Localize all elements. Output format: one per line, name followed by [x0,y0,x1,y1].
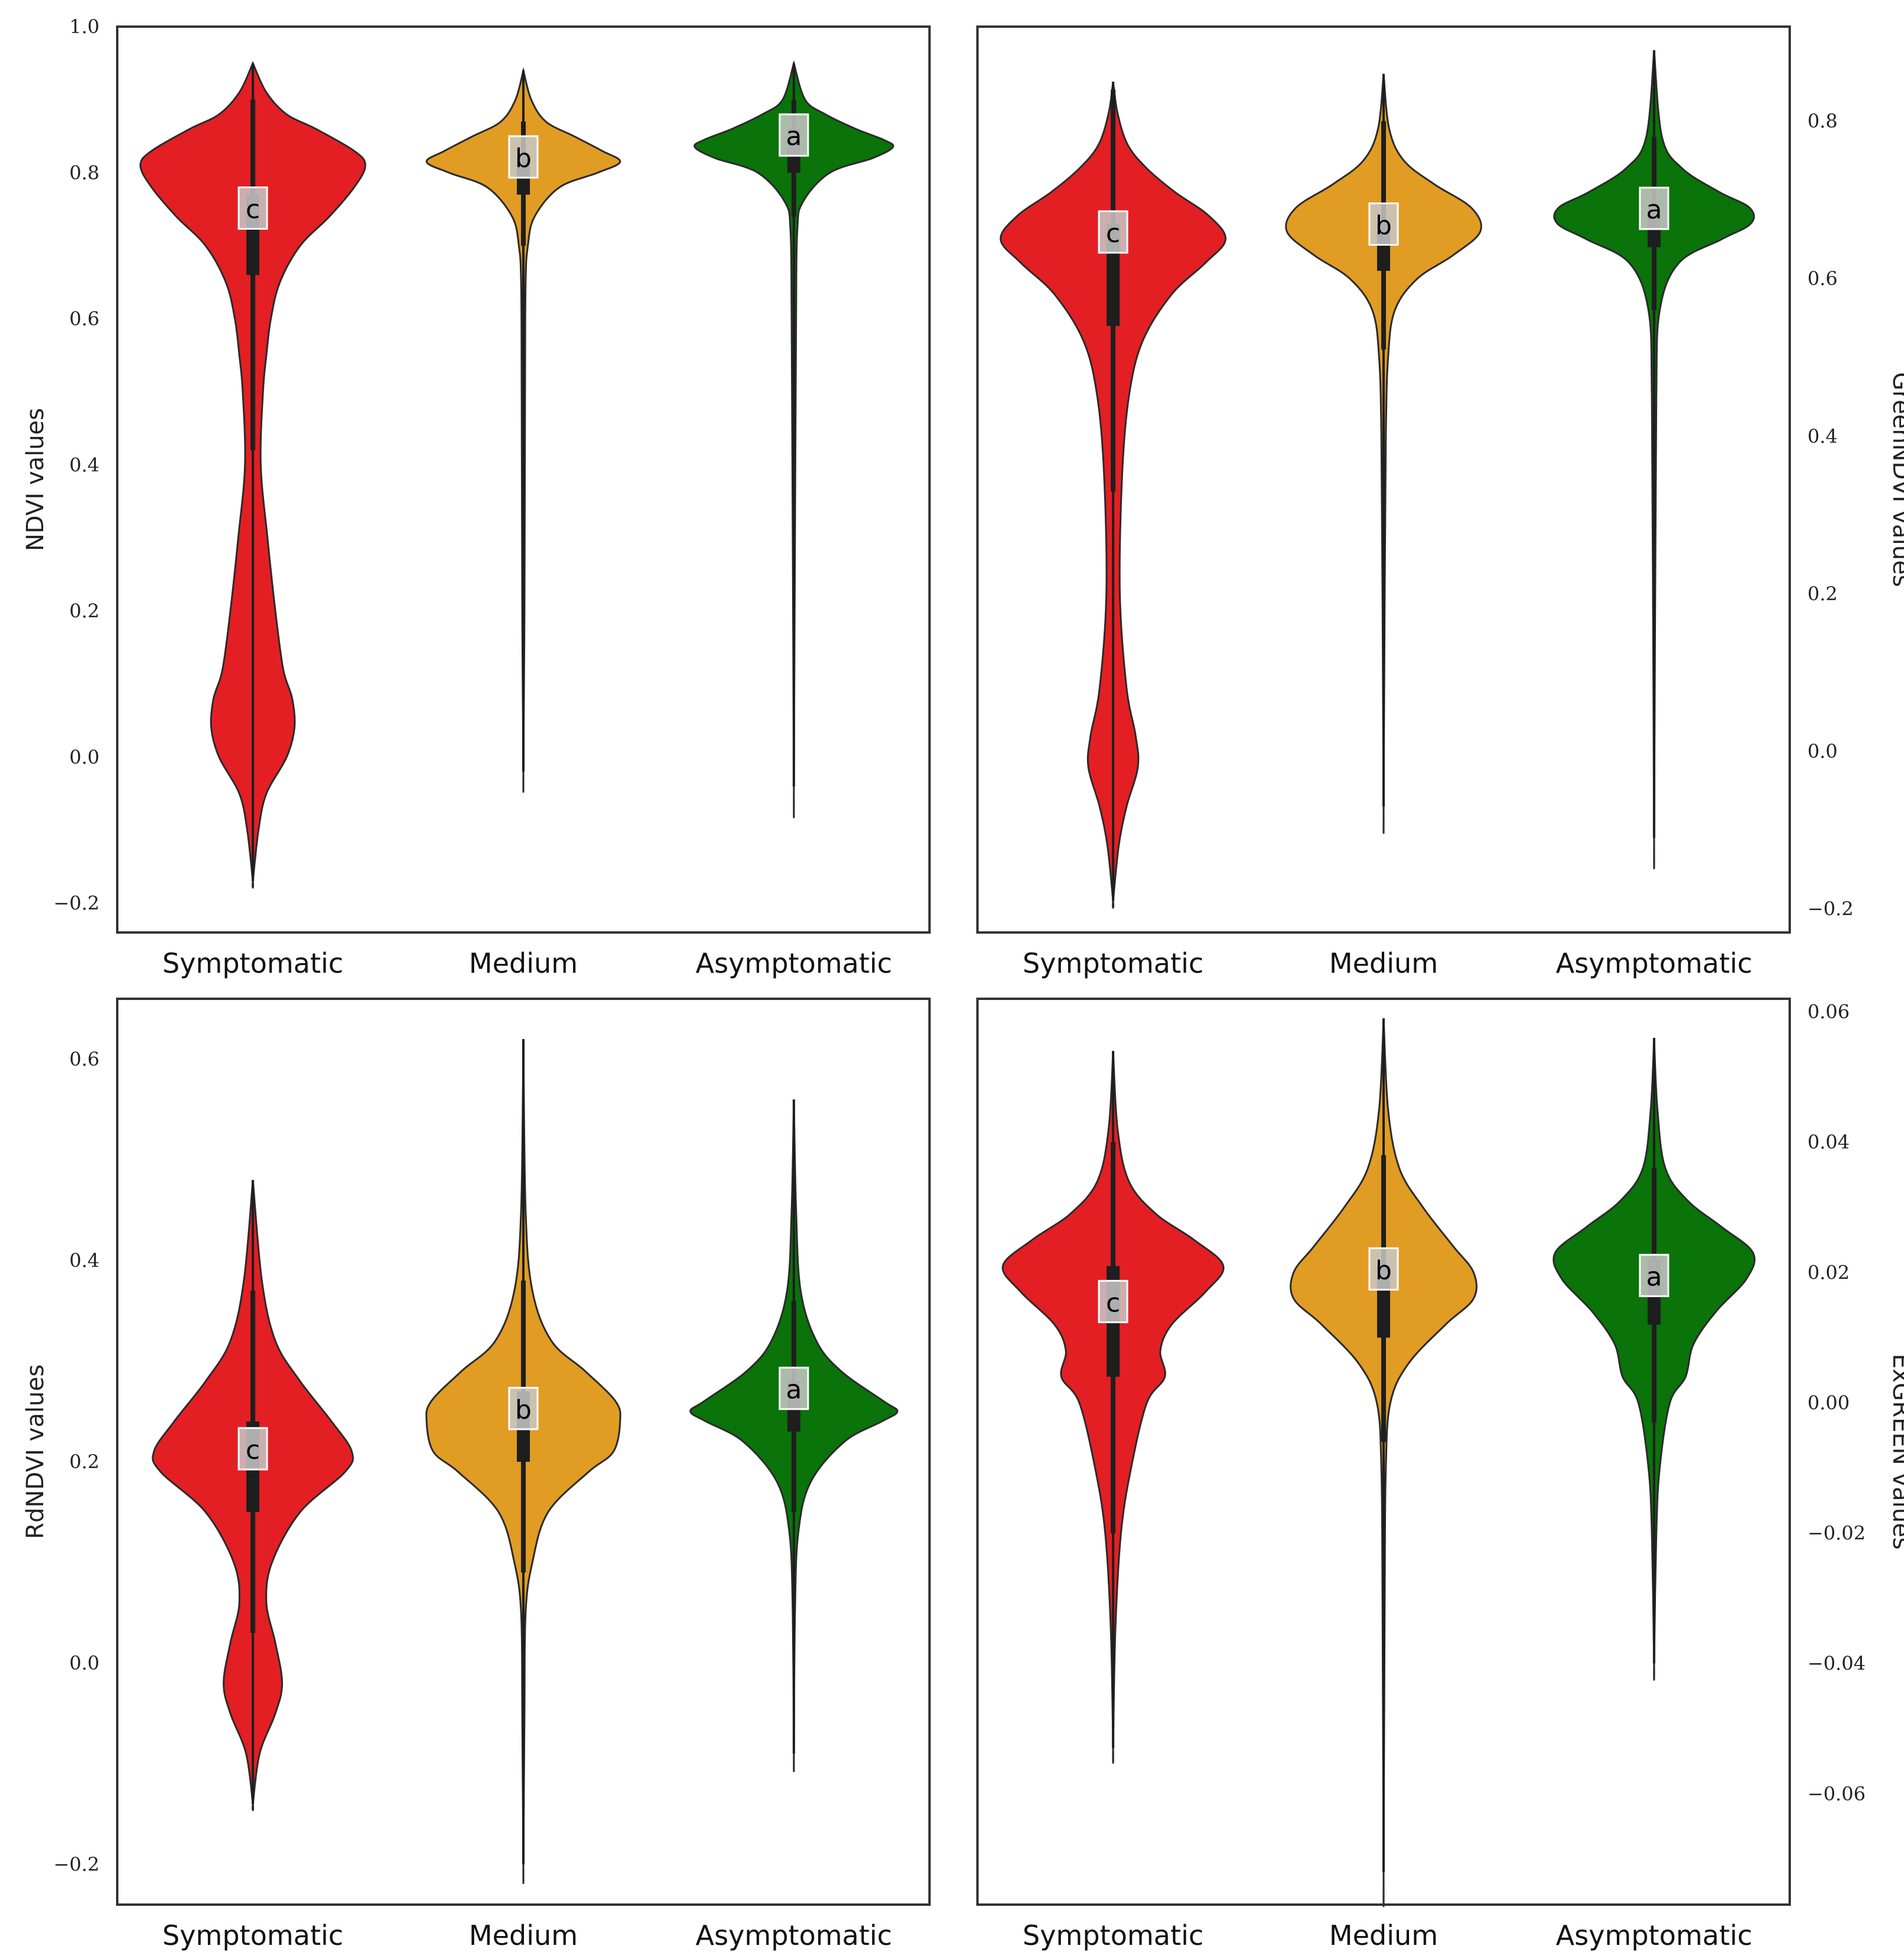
panel-4: c b a −0.06 −0.04 −0.02 0.00 0.02 0.04 0.06 Sympto… [976,998,1904,1951]
violin-symptomatic: c [999,81,1227,909]
violin-symptomatic: c [152,1179,354,1812]
x-category-label: Asymptomatic [696,1919,892,1951]
x-category-label: Symptomatic [1022,947,1204,979]
significance-letter: c [246,1435,260,1465]
significance-letter-box [779,113,809,157]
y-tick-label: 0.0 [69,1652,99,1674]
violin-medium: b [1285,73,1482,834]
y-tick-label: 0.6 [69,1048,99,1070]
y-tick-label: −0.04 [1807,1652,1866,1675]
significance-letter-box [1368,202,1399,246]
y-tick-label: −0.02 [1807,1522,1866,1545]
y-axis-label: RdNDVI values [22,1364,49,1539]
x-category-label: Symptomatic [162,1919,343,1951]
significance-letter-box [1368,1247,1399,1291]
significance-letter: b [515,1395,532,1425]
violin-medium: b [1289,1018,1478,1907]
y-tick-label: 1.0 [69,15,99,38]
y-tick-label: 0.06 [1807,1001,1850,1023]
violin-symptomatic: c [139,61,366,889]
panel-2: c b a −0.2 0.0 0.2 0.4 0.6 0.8 Symptomatic Medium A… [976,25,1904,979]
significance-letter-box [779,1366,809,1410]
y-tick-label: 0.0 [69,746,99,768]
significance-letter: a [1646,1262,1662,1292]
y-tick-label: 0.2 [1807,583,1838,605]
violin-asymptomatic: a [1552,1037,1756,1681]
significance-letter: c [1106,1288,1120,1318]
plot-frame [116,998,931,1906]
y-tick-label: −0.2 [53,892,99,915]
significance-letter-box [1639,186,1670,230]
y-tick-label: −0.2 [1807,898,1854,920]
significance-letter-box [237,186,268,230]
significance-letter: b [1375,211,1392,241]
x-category-label: Medium [1329,1919,1438,1951]
x-category-label: Symptomatic [1022,1919,1204,1951]
y-tick-label: 0.2 [69,600,99,622]
significance-letter-box [237,1427,268,1471]
y-tick-label: −0.2 [53,1853,99,1876]
violin-asymptomatic: a [693,60,895,819]
y-tick-label: 0.4 [1807,425,1838,448]
violin-medium: b [426,67,621,793]
y-axis-label: NDVI values [22,408,49,551]
significance-letter-box [1639,1253,1670,1297]
x-category-label: Symptomatic [162,947,343,979]
violin-medium: b [425,1038,622,1885]
significance-letter: c [1106,218,1120,249]
significance-letter: b [515,143,532,173]
significance-letter-box [508,1387,539,1430]
significance-letter: a [786,121,802,152]
x-category-label: Medium [469,1919,578,1951]
violin-symptomatic: c [1002,1051,1225,1764]
y-tick-label: 0.6 [69,308,99,330]
x-category-label: Asymptomatic [1556,1919,1752,1951]
plot-frame [976,25,1791,934]
panel-1: c b a −0.2 0.0 0.2 0.4 0.6 0.8 1.0 Symptomatic Medi… [22,15,931,979]
x-category-label: Asymptomatic [1556,947,1752,979]
y-tick-label: 0.0 [1807,740,1838,763]
plot-frame [976,998,1791,1906]
x-category-label: Medium [469,947,578,979]
y-axis-label: ExGREEN values [1887,1353,1904,1549]
significance-letter: a [786,1375,802,1405]
panel-3: c b a −0.2 0.0 0.2 0.4 0.6 Symptomatic Medium Asym… [22,998,931,1951]
y-tick-label: 0.02 [1807,1261,1850,1284]
y-tick-label: 0.4 [69,1249,99,1272]
significance-letter: a [1646,195,1662,225]
violin-asymptomatic: a [689,1099,899,1772]
y-tick-label: 0.2 [69,1451,99,1473]
significance-letter-box [1098,1279,1128,1323]
y-tick-label: 0.8 [1807,110,1838,133]
significance-letter-box [508,135,539,179]
x-category-label: Asymptomatic [696,947,892,979]
violin-asymptomatic: a [1553,50,1755,870]
y-tick-label: 0.04 [1807,1131,1850,1153]
significance-letter-box [1098,210,1128,254]
y-tick-label: −0.06 [1807,1783,1866,1805]
y-tick-label: 0.4 [69,454,99,476]
x-category-label: Medium [1329,947,1438,979]
y-tick-label: 0.8 [69,162,99,184]
significance-letter: c [246,194,260,224]
plot-frame [116,25,931,934]
significance-letter: b [1375,1255,1392,1285]
y-axis-label: GreenNDVI values [1887,372,1904,587]
y-tick-label: 0.6 [1807,268,1838,290]
y-tick-label: 0.00 [1807,1391,1850,1414]
